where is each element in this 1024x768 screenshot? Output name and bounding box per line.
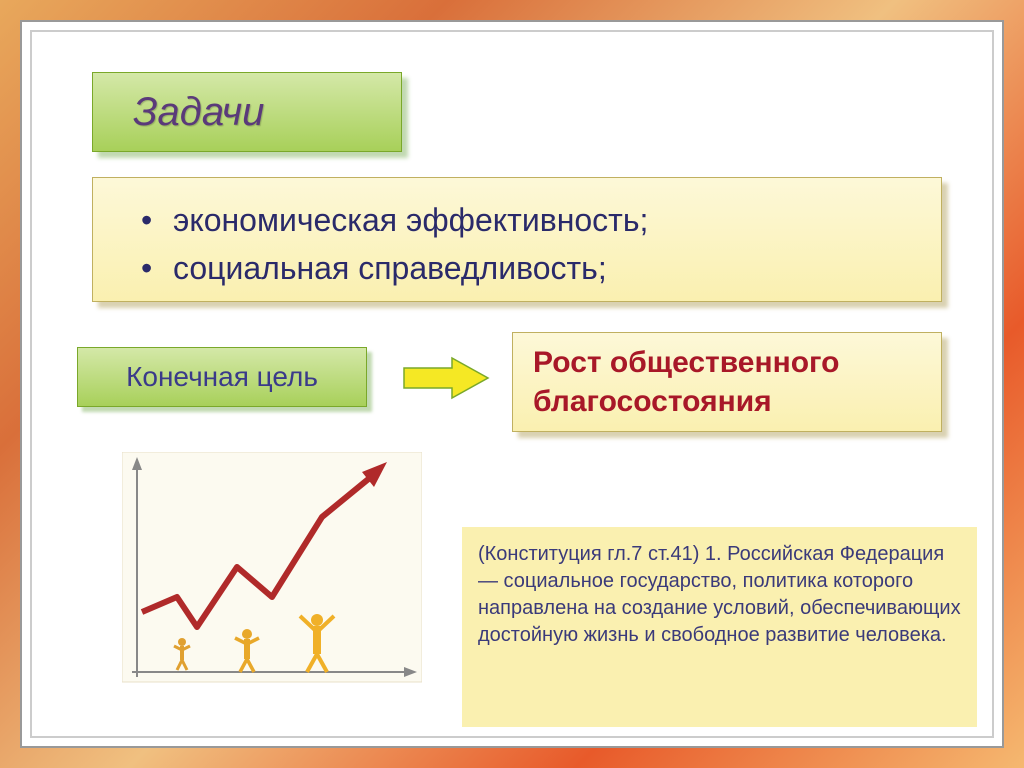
slide-frame: Задачи экономическая эффективность; соци… [20, 20, 1004, 748]
bullets-list: экономическая эффективность; социальная … [123, 196, 911, 292]
goal-label-box: Конечная цель [77, 347, 367, 407]
bullets-box: экономическая эффективность; социальная … [92, 177, 942, 302]
growth-chart [122, 452, 422, 692]
bullet-item: экономическая эффективность; [123, 196, 911, 244]
result-text: Рост общественного благосостояния [533, 343, 921, 421]
footnote-box: (Конституция гл.7 ст.41) 1. Российская Ф… [462, 527, 977, 727]
title-box: Задачи [92, 72, 402, 152]
bullet-item: социальная справедливость; [123, 244, 911, 292]
title-text: Задачи [133, 90, 264, 135]
goal-label-text: Конечная цель [126, 361, 318, 393]
result-box: Рост общественного благосостояния [512, 332, 942, 432]
arrow-icon [402, 354, 492, 402]
footnote-text: (Конституция гл.7 ст.41) 1. Российская Ф… [478, 543, 961, 646]
